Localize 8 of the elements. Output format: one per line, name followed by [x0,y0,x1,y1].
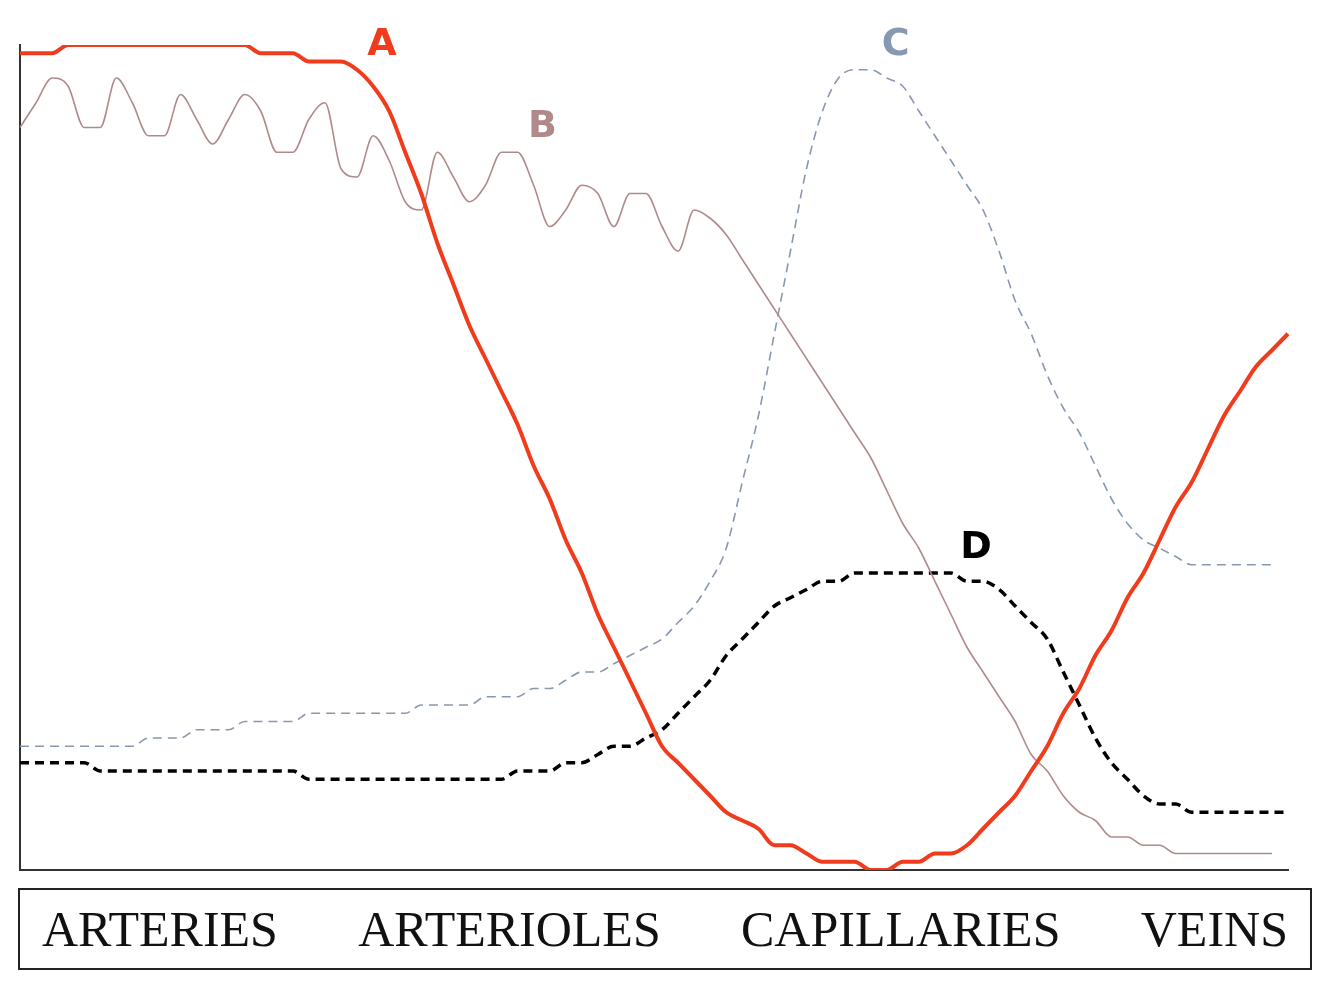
text: CAPILLARIES [741,900,1061,958]
text: VEINS [1140,900,1288,958]
series-label: A [367,19,398,64]
series-label: C [881,19,910,64]
text: ARTERIES [42,900,278,958]
series-label: B [528,102,558,147]
text: ARTERIOLES [358,900,661,958]
series-label: D [960,522,992,567]
